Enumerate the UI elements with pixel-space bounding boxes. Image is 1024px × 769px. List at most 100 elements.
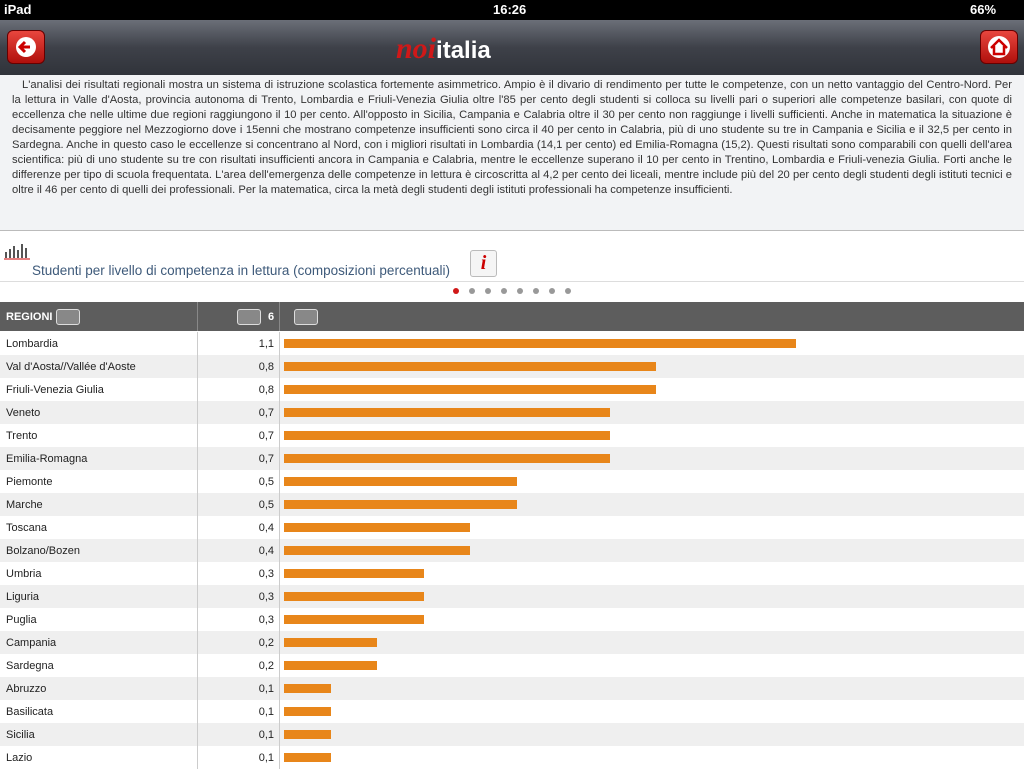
bar	[284, 500, 517, 509]
region-name: Liguria	[6, 591, 40, 603]
value-label: 0,3	[258, 614, 274, 626]
bar	[284, 362, 657, 371]
col-sep	[197, 401, 198, 424]
region-name: Abruzzo	[6, 683, 47, 695]
region-name: Sicilia	[6, 729, 35, 741]
col-sep	[197, 493, 198, 516]
sort-button[interactable]	[56, 309, 80, 325]
value-label: 0,1	[258, 706, 274, 718]
table-row: Sicilia 0,1	[0, 723, 1024, 746]
col-sep	[279, 562, 280, 585]
device: iPad	[4, 2, 32, 17]
region-name: Puglia	[6, 614, 37, 626]
logo: noiitalia	[396, 32, 491, 66]
col-sep	[279, 677, 280, 700]
col-sep	[279, 447, 280, 470]
bar	[284, 753, 331, 762]
col-sep	[197, 585, 198, 608]
back-button[interactable]	[7, 30, 45, 64]
col-sep	[197, 332, 198, 355]
region-name: Sardegna	[6, 660, 54, 672]
col-sep	[197, 447, 198, 470]
table-row: Toscana 0,4	[0, 516, 1024, 539]
region-name: Emilia-Romagna	[6, 453, 88, 465]
col-sep	[197, 562, 198, 585]
bar	[284, 408, 610, 417]
table-row: Sardegna 0,2	[0, 654, 1024, 677]
region-name: Lazio	[6, 752, 33, 764]
region-name: Lombardia	[6, 338, 58, 350]
logo-bold: italia	[436, 37, 491, 64]
value-label: 0,5	[258, 499, 274, 511]
info-button[interactable]: i	[470, 250, 497, 277]
col-sep	[197, 378, 198, 401]
col-sep	[197, 608, 198, 631]
value-label: 0,1	[258, 729, 274, 741]
table-row: Marche 0,5	[0, 493, 1024, 516]
table-row: Lazio 0,1	[0, 746, 1024, 769]
col-sep	[279, 401, 280, 424]
table-row: Basilicata 0,1	[0, 700, 1024, 723]
value-label: 0,5	[258, 476, 274, 488]
bar	[284, 661, 378, 670]
col-sep	[197, 539, 198, 562]
logo-script: noi	[396, 32, 437, 65]
col-sep	[279, 378, 280, 401]
home-button[interactable]	[980, 30, 1018, 64]
col-sep	[197, 355, 198, 378]
table-row: Emilia-Romagna 0,7	[0, 447, 1024, 470]
col-sep	[197, 746, 198, 769]
bar	[284, 477, 517, 486]
bar	[284, 684, 331, 693]
summary-text: L'analisi dei risultati regionali mostra…	[0, 75, 1024, 231]
bar	[284, 546, 471, 555]
column-header[interactable]: 6	[268, 311, 275, 323]
col-sep	[279, 355, 280, 378]
col-sep	[197, 424, 198, 447]
bar	[284, 615, 424, 624]
sort-button[interactable]	[237, 309, 261, 325]
value-label: 0,1	[258, 752, 274, 764]
col-sep	[197, 700, 198, 723]
value-label: 0,8	[258, 384, 274, 396]
table-row: Campania 0,2	[0, 631, 1024, 654]
col-sep	[197, 470, 198, 493]
region-name: Friuli-Venezia Giulia	[6, 384, 104, 396]
chart-title: Studenti per livello di competenza in le…	[32, 263, 450, 278]
col-sep	[279, 424, 280, 447]
value-label: 0,2	[258, 660, 274, 672]
table-row: Lombardia 1,1	[0, 332, 1024, 355]
table-row: Abruzzo 0,1	[0, 677, 1024, 700]
col-sep	[279, 493, 280, 516]
col-sep	[197, 654, 198, 677]
page-dots[interactable]	[450, 286, 575, 296]
table-header: REGIONI 6	[0, 302, 1024, 331]
region-name: Trento	[6, 430, 38, 442]
col-sep	[279, 332, 280, 355]
col-sep	[279, 746, 280, 769]
table-row: Trento 0,7	[0, 424, 1024, 447]
bar	[284, 454, 610, 463]
table-row: Val d'Aosta//Vallée d'Aoste 0,8	[0, 355, 1024, 378]
bar	[284, 385, 657, 394]
table-row: Puglia 0,3	[0, 608, 1024, 631]
col-sep	[279, 516, 280, 539]
nav-bar: noiitalia	[0, 20, 1024, 75]
col-sep	[279, 302, 280, 331]
value-label: 0,7	[258, 453, 274, 465]
column-header[interactable]: REGIONI	[6, 311, 53, 323]
col-sep	[279, 654, 280, 677]
value-label: 1,1	[258, 338, 274, 350]
table-row: Liguria 0,3	[0, 585, 1024, 608]
value-label: 0,4	[258, 522, 274, 534]
value-label: 0,3	[258, 568, 274, 580]
region-name: Veneto	[6, 407, 41, 419]
sort-button[interactable]	[294, 309, 318, 325]
region-name: Umbria	[6, 568, 42, 580]
col-sep	[279, 539, 280, 562]
region-name: Bolzano/Bozen	[6, 545, 80, 557]
col-sep	[279, 585, 280, 608]
bar	[284, 431, 610, 440]
bar	[284, 569, 424, 578]
